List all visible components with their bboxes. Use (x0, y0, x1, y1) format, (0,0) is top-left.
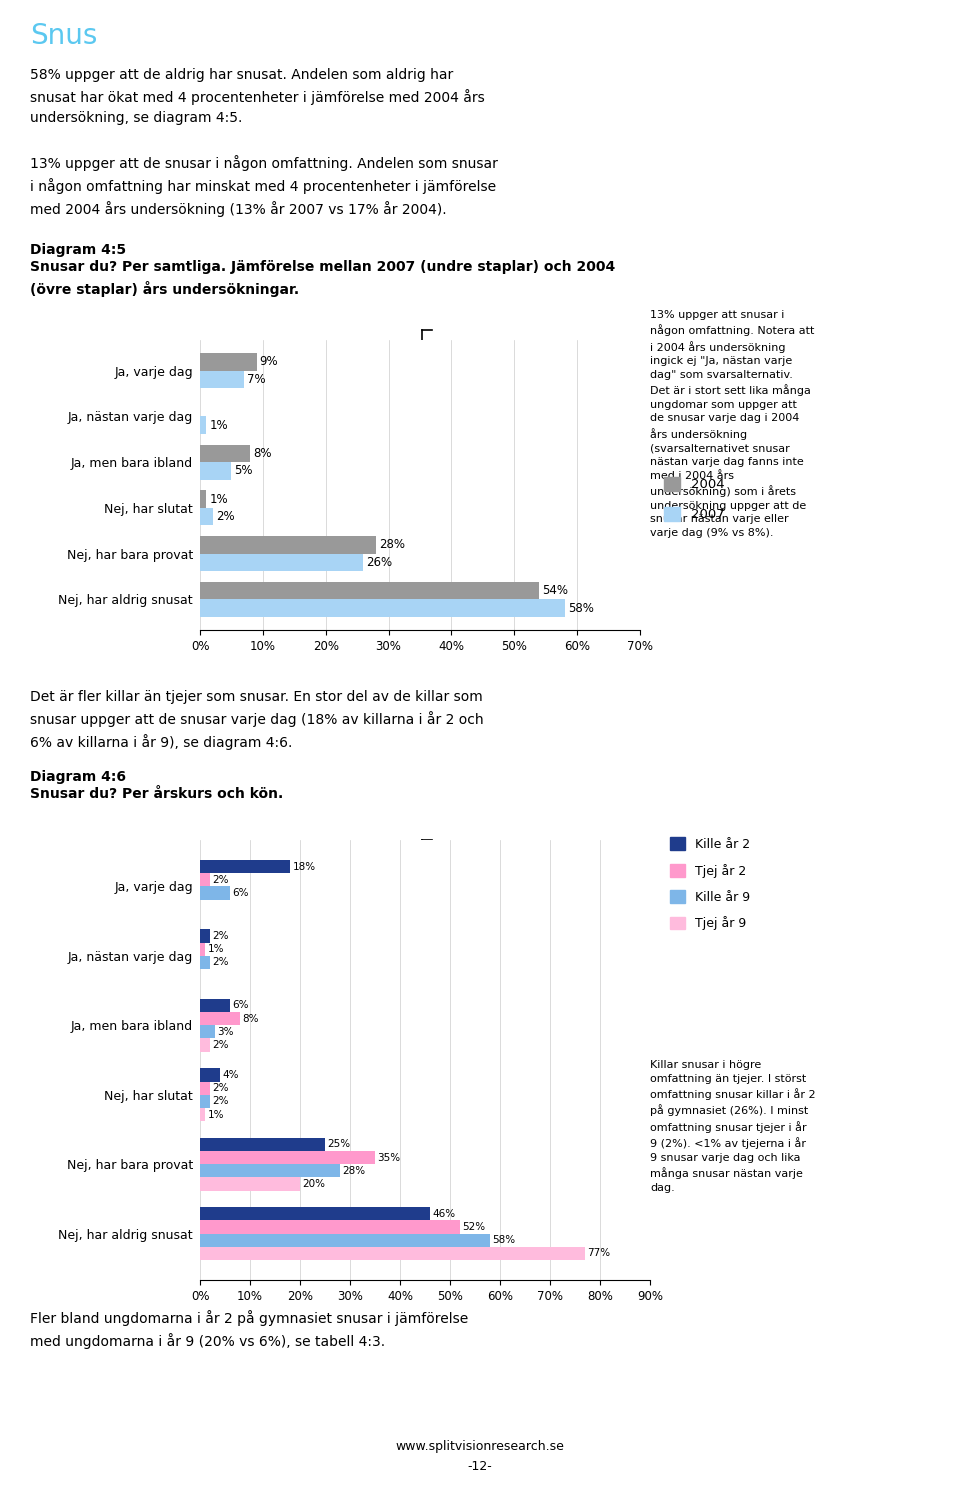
Text: 1%: 1% (209, 492, 228, 506)
Text: 9%: 9% (260, 356, 278, 368)
Text: 2%: 2% (212, 1097, 229, 1107)
Bar (200, 416, 206, 434)
Bar (200, 1013, 240, 1025)
Bar (200, 874, 210, 887)
Text: 54%: 54% (542, 585, 568, 597)
Text: Snusar du? Per årskurs och kön.: Snusar du? Per årskurs och kön. (30, 787, 283, 800)
Text: 1%: 1% (207, 1110, 224, 1119)
Text: 18%: 18% (293, 862, 316, 872)
Text: 2%: 2% (212, 931, 229, 941)
Bar (200, 536, 376, 554)
Text: 20%: 20% (302, 1179, 325, 1189)
Bar (200, 1095, 210, 1109)
Bar (200, 887, 230, 899)
Text: 3%: 3% (218, 1026, 234, 1037)
Bar (200, 371, 244, 387)
Text: 77%: 77% (588, 1248, 611, 1258)
Text: Snusar du? Per samtliga. Jämförelse mellan 2007 (undre staplar) och 2004
(övre s: Snusar du? Per samtliga. Jämförelse mell… (30, 260, 615, 298)
Text: 1%: 1% (209, 419, 228, 431)
Text: 26% killar år 2
11% tjejer år 2
11% killar år 9
2% tjejer år 9: 26% killar år 2 11% tjejer år 2 11% kill… (430, 880, 523, 953)
Bar (200, 554, 364, 571)
Text: 8%: 8% (253, 447, 272, 459)
Text: Det är fler killar än tjejer som snusar. En stor del av de killar som
snusar upp: Det är fler killar än tjejer som snusar.… (30, 690, 484, 749)
Text: -12-: -12- (468, 1460, 492, 1474)
Bar (200, 491, 206, 507)
Text: 2%: 2% (212, 1083, 229, 1094)
Text: 58% uppger att de aldrig har snusat. Andelen som aldrig har
snusat har ökat med : 58% uppger att de aldrig har snusat. And… (30, 67, 485, 126)
Text: Fler bland ungdomarna i år 2 på gymnasiet snusar i jämförelse
med ungdomarna i å: Fler bland ungdomarna i år 2 på gymnasie… (30, 1310, 468, 1349)
Text: Killar snusar i högre
omfattning än tjejer. I störst
omfattning snusar killar i : Killar snusar i högre omfattning än tjej… (650, 1061, 816, 1192)
Text: 2%: 2% (216, 510, 234, 524)
Text: 17% år 2004
13% år 2007: 17% år 2004 13% år 2007 (430, 404, 511, 435)
Text: 1%: 1% (207, 944, 224, 954)
Bar (200, 1038, 210, 1052)
Text: Snus: Snus (30, 22, 97, 49)
Bar (200, 600, 564, 616)
Text: 25%: 25% (327, 1140, 350, 1149)
Text: 13% uppger att de snusar i någon omfattning. Andelen som snusar
i någon omfattni: 13% uppger att de snusar i någon omfattn… (30, 156, 498, 217)
Text: 28%: 28% (343, 1165, 366, 1176)
Bar (200, 1025, 215, 1038)
Text: 58%: 58% (567, 601, 593, 615)
Bar (200, 353, 256, 371)
Bar (200, 507, 212, 525)
Bar (200, 942, 205, 956)
Text: 2%: 2% (212, 875, 229, 884)
Text: 13% uppger att snusar i
någon omfattning. Notera att
i 2004 års undersökning
ing: 13% uppger att snusar i någon omfattning… (650, 310, 814, 539)
Bar (200, 1068, 220, 1082)
Bar (200, 462, 231, 480)
Text: 8%: 8% (243, 1014, 259, 1023)
Bar (200, 929, 210, 942)
Bar (200, 1234, 490, 1246)
Text: www.splitvisionresearch.se: www.splitvisionresearch.se (396, 1441, 564, 1453)
Text: 7%: 7% (247, 373, 266, 386)
Bar (200, 1177, 300, 1191)
Bar (200, 582, 540, 600)
Bar (200, 1082, 210, 1095)
Legend: 2004, 2007: 2004, 2007 (664, 477, 725, 522)
Bar (200, 1109, 205, 1121)
Text: 58%: 58% (492, 1236, 516, 1245)
Text: 35%: 35% (377, 1152, 400, 1162)
Text: 4%: 4% (223, 1070, 239, 1080)
Bar (200, 999, 230, 1013)
Text: 6%: 6% (232, 1001, 249, 1010)
Legend: Kille år 2, Tjej år 2, Kille år 9, Tjej år 9: Kille år 2, Tjej år 2, Kille år 9, Tjej … (670, 838, 750, 931)
Text: 2%: 2% (212, 1040, 229, 1050)
Bar (200, 860, 290, 874)
Text: 28%: 28% (379, 539, 405, 552)
Bar (200, 1150, 375, 1164)
Text: 46%: 46% (433, 1209, 456, 1219)
Bar (200, 1164, 340, 1177)
Text: Diagram 4:5: Diagram 4:5 (30, 242, 126, 257)
Text: 5%: 5% (234, 464, 253, 477)
Text: 6%: 6% (232, 889, 249, 898)
Text: Diagram 4:6: Diagram 4:6 (30, 770, 126, 784)
Text: 2%: 2% (212, 957, 229, 968)
Bar (200, 1246, 585, 1260)
Bar (200, 444, 251, 462)
Bar (200, 1221, 460, 1234)
Bar (200, 956, 210, 969)
Text: 26%: 26% (367, 557, 393, 568)
Bar (200, 1138, 325, 1150)
Bar (200, 1207, 430, 1221)
Text: 52%: 52% (463, 1222, 486, 1233)
